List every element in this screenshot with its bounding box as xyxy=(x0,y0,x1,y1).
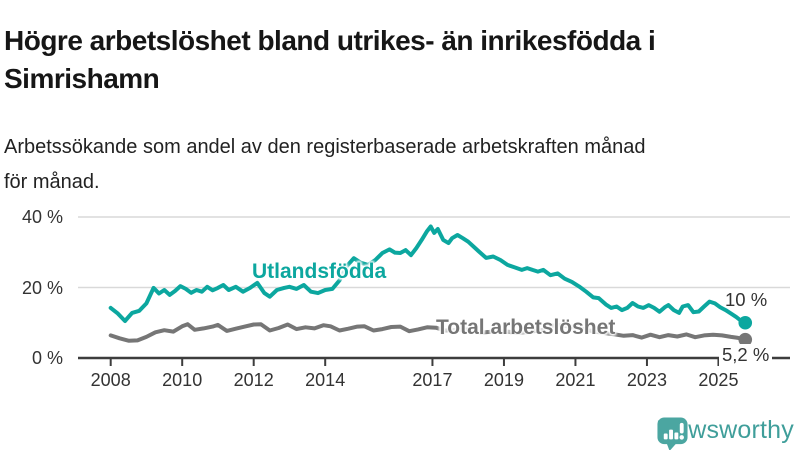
series-label-utlandsfodda: Utlandsfödda xyxy=(252,260,387,283)
x-tick-label: 2025 xyxy=(698,370,739,390)
x-tick-label: 2023 xyxy=(626,370,667,390)
series-line-total xyxy=(108,322,748,343)
end-dot-utlandsfodda xyxy=(738,315,753,330)
x-tick-label: 2010 xyxy=(162,370,203,390)
x-tick-label: 2012 xyxy=(233,370,274,390)
x-tick-label: 2021 xyxy=(555,370,596,390)
end-value-label-utlandsfodda: 10 % xyxy=(725,289,768,310)
newsworthy-logo[interactable]: Newsworthy xyxy=(656,416,794,450)
x-tick-label: 2019 xyxy=(483,370,524,390)
x-tick-label: 2014 xyxy=(305,370,346,390)
y-tick-label: 0 % xyxy=(31,348,63,368)
x-tick-label: 2017 xyxy=(412,370,453,390)
y-tick-label: 40 % xyxy=(21,207,63,227)
page-title: Högre arbetslöshet bland utrikes- än inr… xyxy=(4,24,656,95)
x-tick-label: 2008 xyxy=(90,370,131,390)
newsworthy-logo-icon xyxy=(657,417,688,450)
end-value-label-total: 5,2 % xyxy=(719,344,773,366)
chart-subtitle: Arbetssökande som andel av den registerb… xyxy=(4,136,646,193)
series-line-utlandsfodda xyxy=(108,224,748,325)
y-tick-label: 20 % xyxy=(21,277,63,298)
end-dot-total xyxy=(738,332,753,347)
series-label-total: Total arbetslöshet xyxy=(436,316,616,339)
